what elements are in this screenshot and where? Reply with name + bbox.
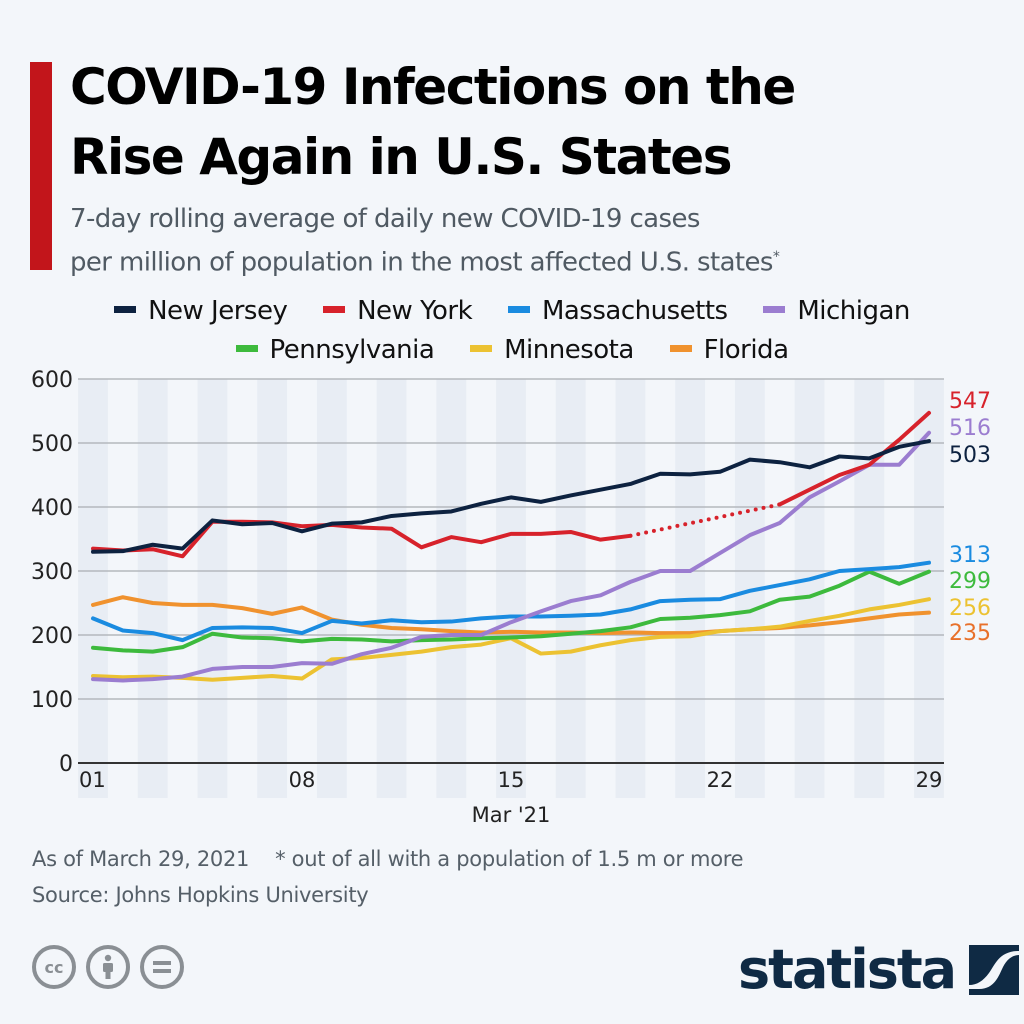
legend-label: Minnesota — [504, 335, 634, 365]
no-derivatives-icon[interactable] — [140, 945, 184, 989]
end-value-label: 256 — [949, 596, 991, 621]
statista-mark-icon — [969, 944, 1020, 995]
legend-swatch — [669, 345, 692, 352]
day-band — [794, 379, 825, 798]
legend-row-1: New Jersey New York Massachusetts Michig… — [0, 296, 1024, 326]
legend-swatch — [470, 345, 493, 352]
x-tick-label: 08 — [289, 768, 316, 792]
day-band — [914, 379, 944, 798]
subtitle-line-2: per million of population in the most af… — [70, 238, 780, 282]
series-line-massachusetts — [91, 560, 931, 643]
attribution-icon[interactable] — [86, 945, 130, 989]
end-value-label: 235 — [949, 621, 991, 646]
day-band — [197, 379, 228, 798]
end-value-label: 516 — [949, 416, 991, 441]
legend-item-pennsylvania: Pennsylvania — [235, 335, 435, 365]
y-tick-label: 600 — [31, 368, 73, 393]
day-band — [137, 379, 168, 798]
legend-swatch — [235, 345, 258, 352]
day-band — [78, 379, 108, 798]
statista-logo[interactable]: statista — [738, 938, 1020, 1001]
chart-subtitle: 7-day rolling average of daily new COVID… — [70, 200, 780, 282]
end-value-label: 299 — [949, 569, 991, 594]
x-tick-label: 01 — [79, 768, 106, 792]
end-value-label: 503 — [949, 443, 991, 468]
chart-title: COVID-19 Infections on the Rise Again in… — [70, 52, 796, 192]
x-axis-label: Mar '21 — [472, 803, 551, 827]
legend-label: New Jersey — [148, 296, 288, 326]
legend-item-michigan: Michigan — [763, 296, 910, 326]
legend-label: Michigan — [797, 296, 910, 326]
x-tick-label: 29 — [916, 768, 943, 792]
end-value-label: 547 — [949, 389, 991, 414]
title-line-1: COVID-19 Infections on the — [70, 58, 796, 116]
footnote: * out of all with a population of 1.5 m … — [275, 847, 744, 871]
legend-item-florida: Florida — [669, 335, 789, 365]
day-band — [555, 379, 586, 798]
brand-name: statista — [738, 938, 957, 1001]
legend-item-new-york: New York — [323, 296, 473, 326]
day-band — [496, 379, 526, 798]
legend-label: New York — [357, 296, 473, 326]
footnote-mark: * — [772, 249, 780, 265]
day-band — [675, 379, 706, 798]
series-line-michigan — [91, 430, 931, 683]
legend-swatch — [114, 306, 137, 313]
legend-item-minnesota: Minnesota — [470, 335, 634, 365]
y-tick-label: 300 — [31, 560, 73, 585]
legend-swatch — [763, 306, 786, 313]
footer-notes: As of March 29, 2021 * out of all with a … — [32, 847, 744, 871]
y-tick-label: 200 — [31, 624, 73, 649]
legend-item-massachusetts: Massachusetts — [507, 296, 728, 326]
source-note: Source: Johns Hopkins University — [32, 883, 369, 907]
legend-row-2: Pennsylvania Minnesota Florida — [0, 335, 1024, 365]
y-tick-label: 100 — [31, 688, 73, 713]
day-band — [436, 379, 467, 798]
legend-label: Massachusetts — [541, 296, 728, 326]
x-tick-label: 15 — [498, 768, 525, 792]
series-gap-dotted-new-york — [628, 502, 782, 538]
y-tick-label: 0 — [59, 752, 73, 777]
day-band — [376, 379, 407, 798]
title-line-2: Rise Again in U.S. States — [70, 128, 732, 186]
series-line-new-jersey — [91, 439, 931, 554]
day-band — [316, 379, 347, 798]
day-band — [257, 379, 288, 798]
cc-icon[interactable]: cc — [32, 945, 76, 989]
legend-label: Pennsylvania — [269, 335, 435, 365]
legend-item-new-jersey: New Jersey — [114, 296, 288, 326]
series-line-new-york — [777, 410, 931, 507]
end-value-label: 313 — [949, 543, 991, 568]
license-icons: cc — [32, 945, 184, 989]
subtitle-line-2-text: per million of population in the most af… — [70, 247, 773, 278]
subtitle-line-1: 7-day rolling average of daily new COVID… — [70, 204, 700, 234]
series-line-pennsylvania — [91, 569, 931, 654]
y-tick-label: 400 — [31, 496, 73, 521]
legend-label: Florida — [703, 335, 789, 365]
accent-bar — [30, 62, 52, 270]
series-line-new-york — [91, 519, 633, 559]
y-tick-label: 500 — [31, 432, 73, 457]
legend-swatch — [323, 306, 346, 313]
day-band — [854, 379, 885, 798]
legend-swatch — [507, 306, 530, 313]
x-tick-label: 22 — [707, 768, 734, 792]
date-note: As of March 29, 2021 — [32, 847, 250, 871]
series-line-florida — [91, 595, 931, 636]
